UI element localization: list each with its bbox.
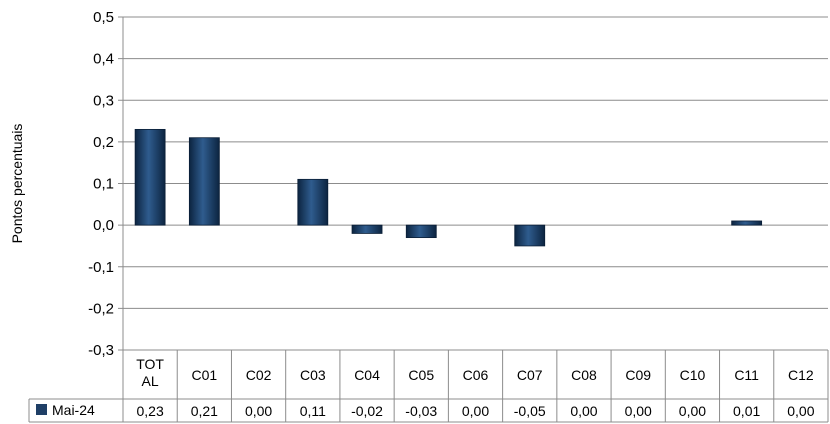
y-axis: 0,5 0,4 0,3 0,2 0,1 0,0 -0,1 -0,2 -0,3	[88, 9, 124, 359]
category-label: C08	[571, 367, 597, 383]
category-label: C01	[192, 367, 218, 383]
data-value-label: 0,00	[245, 403, 272, 419]
category-label: C06	[463, 367, 489, 383]
y-tick-label: 0,4	[93, 51, 114, 68]
category-label: TOT	[136, 356, 164, 372]
bar	[514, 224, 546, 247]
data-value-label: 0,21	[191, 403, 218, 419]
y-tick-label: 0,2	[93, 134, 114, 151]
data-value-label: 0,00	[625, 403, 652, 419]
bar	[134, 128, 166, 226]
category-label: C12	[788, 367, 814, 383]
y-tick-label: -0,3	[88, 342, 114, 359]
data-value-label: 0,00	[570, 403, 597, 419]
bar	[351, 224, 383, 234]
y-tick-label: -0,1	[88, 259, 114, 276]
category-label: C04	[354, 367, 380, 383]
legend-series-name: Mai-24	[52, 402, 95, 418]
y-tick-label: 0,0	[93, 217, 114, 234]
category-label: C05	[408, 367, 434, 383]
data-value-label: 0,01	[733, 403, 760, 419]
y-tick-label: 0,5	[93, 9, 114, 26]
data-value-label: 0,23	[136, 403, 163, 419]
gridlines	[123, 16, 828, 351]
data-value-label: 0,11	[300, 403, 326, 419]
data-value-label: -0,05	[514, 403, 546, 419]
category-label: C10	[680, 367, 706, 383]
category-label: AL	[142, 373, 159, 389]
y-tick-label: 0,1	[93, 176, 114, 193]
bar	[731, 220, 763, 226]
category-label: C02	[246, 367, 272, 383]
y-axis-label: Pontos percentuais	[9, 124, 25, 244]
category-label: C03	[300, 367, 326, 383]
data-value-label: -0,02	[351, 403, 383, 419]
bar	[188, 137, 220, 226]
y-tick-label: -0,2	[88, 300, 114, 317]
category-label: C11	[734, 367, 759, 383]
bar	[297, 178, 329, 226]
data-value-label: 0,00	[679, 403, 706, 419]
data-value-label: 0,00	[787, 403, 814, 419]
bar	[405, 224, 437, 239]
data-value-label: 0,00	[462, 403, 489, 419]
bars	[134, 128, 763, 247]
y-tick-label: 0,3	[93, 92, 114, 109]
legend-key	[36, 404, 47, 415]
data-value-label: -0,03	[405, 403, 437, 419]
category-label: C07	[517, 367, 543, 383]
category-label: C09	[625, 367, 651, 383]
